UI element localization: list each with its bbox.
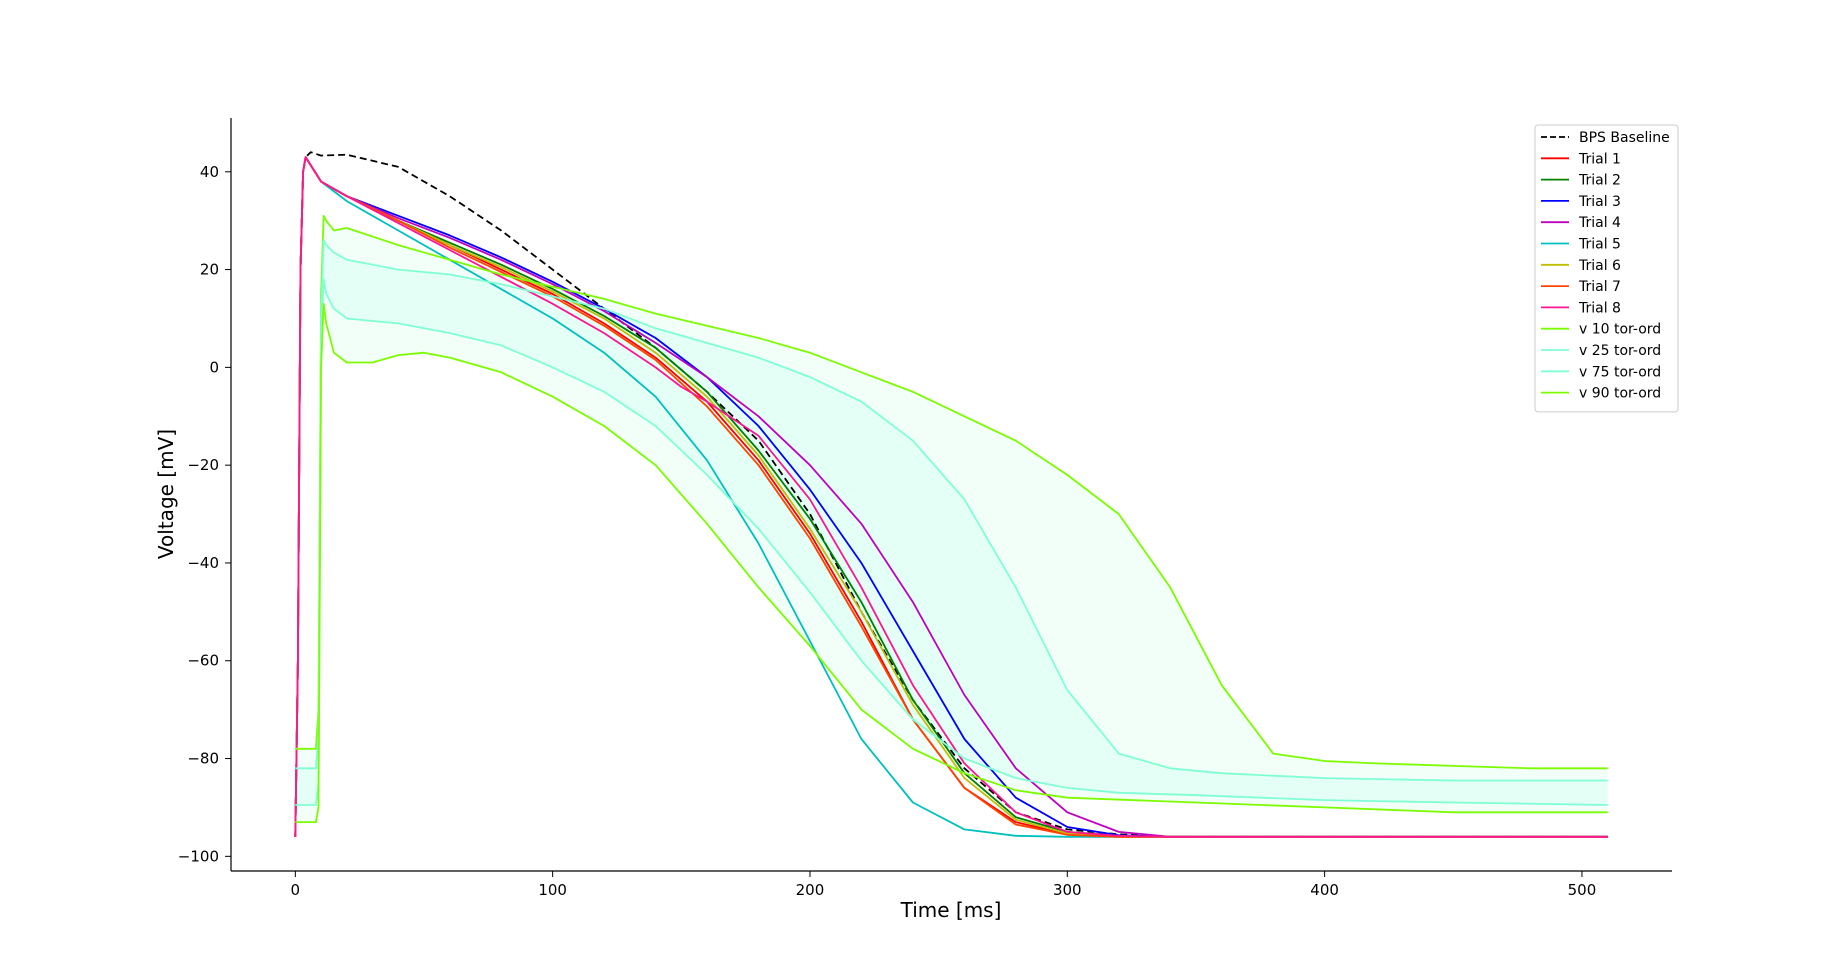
legend-box [1534, 124, 1679, 413]
series-lines [294, 151, 1608, 838]
y-tick-label: −80 [187, 750, 219, 768]
x-tick-label: 200 [796, 881, 825, 899]
x-tick-label: 100 [538, 881, 567, 899]
legend-label: Trial 1 [1578, 151, 1621, 167]
y-tick-label: −100 [178, 847, 219, 865]
legend-label: BPS Baseline [1579, 130, 1670, 146]
legend: BPS Baseline Trial 1 Trial 2 Trial 3 Trial 4… [1534, 124, 1679, 413]
y-tick-label: −60 [187, 652, 219, 670]
legend-label: Trial 8 [1578, 300, 1621, 316]
x-tick-label: 500 [1568, 881, 1597, 899]
legend-label: v 75 tor-ord [1579, 364, 1661, 380]
series-line-trial-8 [294, 156, 1608, 838]
y-tick-label: 20 [200, 261, 219, 279]
legend-label: Trial 6 [1578, 258, 1621, 274]
legend-label: v 10 tor-ord [1579, 322, 1661, 338]
legend-label: v 25 tor-ord [1579, 343, 1661, 359]
series-line-v-10-tor-ord [295, 214, 1608, 770]
y-tick-label: −20 [187, 456, 219, 474]
legend-label: v 90 tor-ord [1579, 386, 1661, 402]
x-tick-label: 300 [1053, 881, 1082, 899]
legend-label: Trial 3 [1578, 194, 1621, 210]
x-axis-title: Time [ms] [900, 898, 1002, 922]
legend-label: Trial 7 [1578, 279, 1621, 295]
y-tick-label: 0 [209, 358, 219, 376]
percentile-bands [295, 215, 1608, 823]
y-axis-title: Voltage [mV] [154, 429, 178, 559]
legend-label: Trial 5 [1578, 237, 1621, 253]
y-tick-label: 40 [200, 163, 219, 181]
x-ticks: 0 100 200 300 400 500 [291, 871, 1597, 899]
series-line-v-75-tor-ord [295, 278, 1608, 806]
series-line-v-90-tor-ord [295, 302, 1608, 823]
y-tick-label: −40 [187, 554, 219, 572]
legend-label: Trial 4 [1578, 215, 1621, 231]
band-v-25-tor-ord [295, 240, 1608, 805]
series-line-bps-baseline [294, 151, 1608, 838]
x-tick-label: 400 [1310, 881, 1339, 899]
x-tick-label: 0 [291, 881, 301, 899]
y-ticks: −100 −80 −60 −40 −20 0 20 40 [178, 163, 231, 865]
series-line-v-25-tor-ord [295, 239, 1608, 782]
legend-label: Trial 2 [1578, 173, 1621, 189]
